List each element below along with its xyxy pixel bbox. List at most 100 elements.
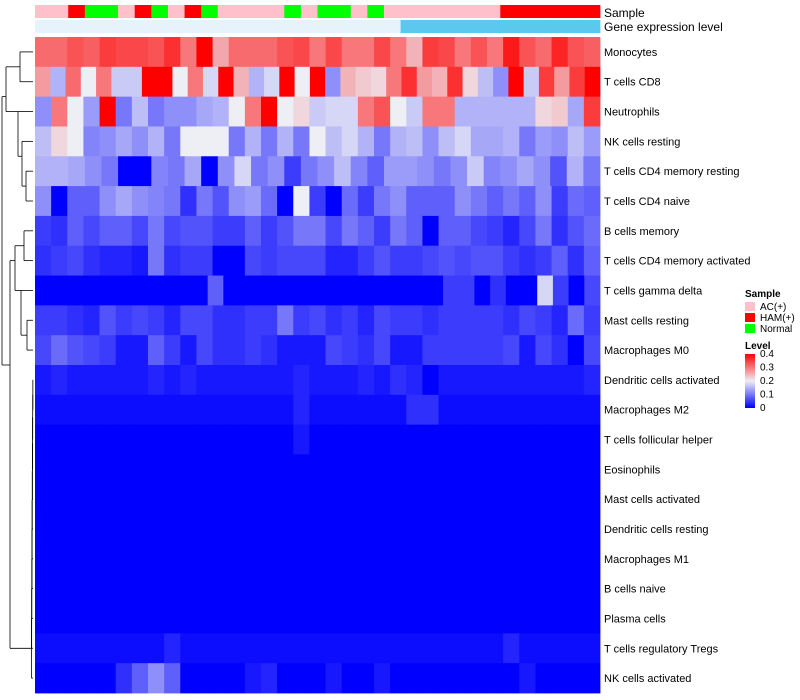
heatmap-cell xyxy=(519,543,536,575)
heatmap-cell xyxy=(196,543,213,575)
heatmap-cell xyxy=(583,603,601,634)
heatmap-cell xyxy=(164,603,181,634)
heatmap-cell xyxy=(115,484,133,515)
heatmap-cell xyxy=(341,96,359,127)
heatmap-cell xyxy=(470,573,488,604)
heatmap-cell xyxy=(487,126,504,157)
heatmap-cell xyxy=(357,37,375,68)
heatmap-cell xyxy=(277,126,294,157)
heatmap-cell xyxy=(244,543,262,575)
heatmap-cell xyxy=(201,156,219,187)
sample-annotation-cell xyxy=(433,5,451,18)
heatmap-cell xyxy=(164,365,181,396)
heatmap-cell xyxy=(293,186,310,217)
heatmap-cell xyxy=(293,514,310,545)
heatmap-cell xyxy=(148,365,165,396)
heatmap-cell xyxy=(357,305,375,336)
heatmap-cell xyxy=(406,186,423,217)
sample-annotation-cell xyxy=(118,5,136,18)
heatmap-cell xyxy=(503,663,520,694)
heatmap-cell xyxy=(454,454,472,485)
heatmap-cell xyxy=(470,245,488,276)
heatmap-cell xyxy=(309,215,326,247)
row-label: T cells CD8 xyxy=(604,77,661,89)
heatmap-cell xyxy=(519,454,536,485)
heatmap-cell xyxy=(390,245,407,276)
heatmap-cell xyxy=(374,484,391,515)
heatmap-cell xyxy=(500,156,518,187)
heatmap-cell xyxy=(583,394,601,426)
heatmap-cell xyxy=(196,484,213,515)
heatmap-cell xyxy=(422,663,439,694)
heatmap-cell xyxy=(390,514,407,545)
sample-annotation-cell xyxy=(284,5,302,18)
heatmap-cell xyxy=(157,66,173,98)
heatmap-cell xyxy=(83,335,100,366)
heatmap-cell xyxy=(535,394,552,426)
heatmap-cell xyxy=(569,66,586,98)
heatmap-cell xyxy=(380,275,397,306)
heatmap-cell xyxy=(390,305,407,336)
heatmap-cell xyxy=(309,37,326,68)
heatmap-cell xyxy=(212,186,230,217)
heatmap-cell xyxy=(487,245,504,276)
heatmap-cell xyxy=(567,573,585,604)
heatmap-cell xyxy=(341,365,359,396)
heatmap-cell xyxy=(212,663,230,694)
heatmap-cell xyxy=(196,215,213,247)
heatmap-cell xyxy=(374,37,391,68)
heatmap-cell xyxy=(164,335,181,366)
heatmap-cell xyxy=(535,514,552,545)
heatmap-cell xyxy=(164,394,181,426)
heatmap-cell xyxy=(83,305,100,336)
heatmap-cell xyxy=(51,573,68,604)
heatmap-cell xyxy=(51,484,68,515)
heatmap-cell xyxy=(131,454,149,485)
heatmap-cell xyxy=(519,335,536,366)
sample-annotation-cell xyxy=(317,5,335,18)
heatmap-cell xyxy=(164,126,181,157)
heatmap-cell xyxy=(390,573,407,604)
heatmap-cell xyxy=(180,215,197,247)
heatmap-cell xyxy=(533,156,551,187)
heatmap-cell xyxy=(83,394,100,426)
heatmap-cell xyxy=(535,37,552,68)
heatmap-cell xyxy=(191,275,209,306)
heatmap-cell xyxy=(148,663,165,694)
heatmap-cell xyxy=(244,663,262,694)
heatmap-cell xyxy=(422,96,439,127)
heatmap-cell xyxy=(115,245,133,276)
legend-level-tick: 0 xyxy=(760,403,766,414)
heatmap-cell xyxy=(115,215,133,247)
heatmap-cell xyxy=(131,424,149,455)
heatmap-cell xyxy=(493,66,509,98)
heatmap-cell xyxy=(552,275,570,306)
heatmap-cell xyxy=(411,275,428,306)
sample-annotation-cell xyxy=(516,5,534,18)
heatmap-cell xyxy=(293,543,310,575)
heatmap-cell xyxy=(115,543,133,575)
heatmap-cell xyxy=(583,514,601,545)
sample-annotation-cell xyxy=(533,5,551,18)
heatmap-cell xyxy=(212,365,230,396)
heatmap-cell xyxy=(35,633,52,664)
heatmap-cell xyxy=(148,186,165,217)
heatmap-cell xyxy=(583,573,601,604)
heatmap-cell xyxy=(568,275,585,306)
heatmap-cell xyxy=(277,514,294,545)
heatmap-cell xyxy=(244,394,262,426)
heatmap-cell xyxy=(438,663,456,694)
heatmap-cell xyxy=(357,663,375,694)
heatmap-cell xyxy=(131,603,149,634)
heatmap-cell xyxy=(67,543,84,575)
heatmap-cell xyxy=(228,186,246,217)
heatmap-cell xyxy=(470,186,488,217)
heatmap-cell xyxy=(537,275,554,306)
heatmap-cell xyxy=(317,156,335,187)
heatmap-cell xyxy=(503,603,520,634)
heatmap-cell xyxy=(519,394,536,426)
heatmap-cell xyxy=(51,514,68,545)
heatmap-cell xyxy=(519,424,536,455)
heatmap-cell xyxy=(99,186,117,217)
row-label: T cells gamma delta xyxy=(604,285,703,297)
